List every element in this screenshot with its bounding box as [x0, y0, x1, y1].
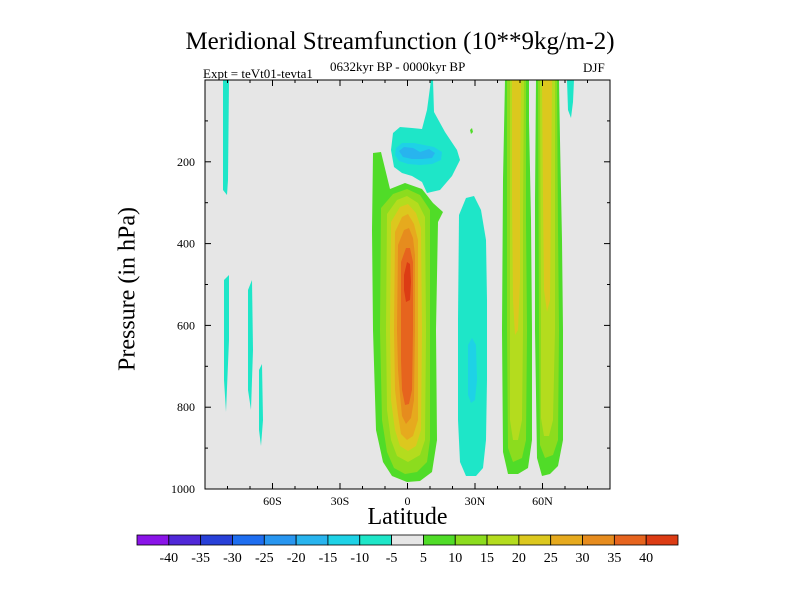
x-axis-label: Latitude	[367, 504, 448, 530]
colorbar-label: 25	[544, 551, 558, 566]
colorbar-label: 15	[480, 551, 494, 566]
contour-level-40	[404, 262, 411, 302]
y-axis-ticks: 200 400 600 800 1000	[171, 120, 610, 496]
x-axis-ticks: 60S 30S 0 30N 60N	[227, 80, 588, 508]
strip-80s	[223, 80, 229, 195]
contour-level-20-midlat-2	[542, 80, 552, 312]
x-tick-label: 30S	[331, 494, 350, 508]
colorbar-swatch	[359, 534, 392, 546]
strip-73n	[567, 80, 574, 118]
y-tick-label: 200	[177, 155, 195, 169]
colorbar-swatch	[295, 534, 329, 546]
contour-level-20-midlat-1	[512, 80, 521, 335]
x-tick-label: 30N	[465, 494, 486, 508]
y-tick-label: 800	[177, 400, 195, 414]
colorbar-swatch	[136, 534, 170, 546]
colorbar: -40 -35 -30 -25 -20 -15 -10 -5 5 10 15 20 25 30 35 40	[136, 534, 679, 566]
colorbar-label: 40	[639, 551, 653, 566]
dot-40n	[470, 128, 473, 134]
colorbar-label: 35	[607, 551, 621, 566]
strip-64s	[259, 364, 263, 446]
colorbar-swatch	[327, 534, 361, 546]
contour-level-minus-5	[391, 80, 460, 193]
colorbar-swatch	[613, 534, 647, 546]
colorbar-swatch	[582, 534, 615, 546]
colorbar-label: -5	[386, 551, 398, 566]
chart-title: Meridional Streamfunction (10**9kg/m-2)	[185, 28, 615, 55]
colorbar-label: -25	[255, 551, 274, 566]
colorbar-label: 5	[420, 551, 427, 566]
y-tick-label: 400	[177, 237, 195, 251]
colorbar-label: -35	[191, 551, 210, 566]
colorbar-label: 30	[576, 551, 590, 566]
x-tick-label: 60N	[532, 494, 553, 508]
colorbar-label: -40	[159, 551, 178, 566]
colorbar-label: 20	[512, 551, 526, 566]
colorbar-swatch	[454, 534, 488, 546]
colorbar-label: -20	[287, 551, 306, 566]
strip-70s	[248, 280, 253, 410]
colorbar-swatch	[168, 534, 202, 546]
colorbar-label: -15	[319, 551, 338, 566]
contour-level-minus-15	[399, 147, 435, 159]
contour-fills	[223, 80, 574, 482]
y-tick-label: 600	[177, 318, 195, 332]
colorbar-swatch	[391, 534, 424, 546]
y-tick-label: 1000	[171, 482, 195, 496]
colorbar-swatch	[263, 534, 297, 546]
x-tick-label: 0	[405, 494, 411, 508]
strip-80s-lower	[224, 275, 229, 412]
colorbar-swatch	[645, 534, 679, 546]
x-tick-label: 60S	[263, 494, 282, 508]
colorbar-swatch	[550, 534, 583, 546]
contour-level-minus-10-subtropical	[468, 338, 477, 403]
colorbar-swatch	[232, 534, 265, 546]
season-label: DJF	[583, 60, 605, 75]
colorbar-label: 10	[448, 551, 462, 566]
time-range-label: 0632kyr BP - 0000kyr BP	[330, 59, 466, 74]
experiment-label: Expt = teVt01-tevta1	[203, 66, 313, 81]
colorbar-swatch	[486, 534, 520, 546]
colorbar-label: -30	[223, 551, 242, 566]
colorbar-swatch	[200, 534, 233, 546]
colorbar-swatch	[518, 534, 552, 546]
colorbar-label: -10	[350, 551, 369, 566]
colorbar-swatch	[423, 534, 456, 546]
contour-level-minus-5-subtropical	[458, 196, 487, 476]
